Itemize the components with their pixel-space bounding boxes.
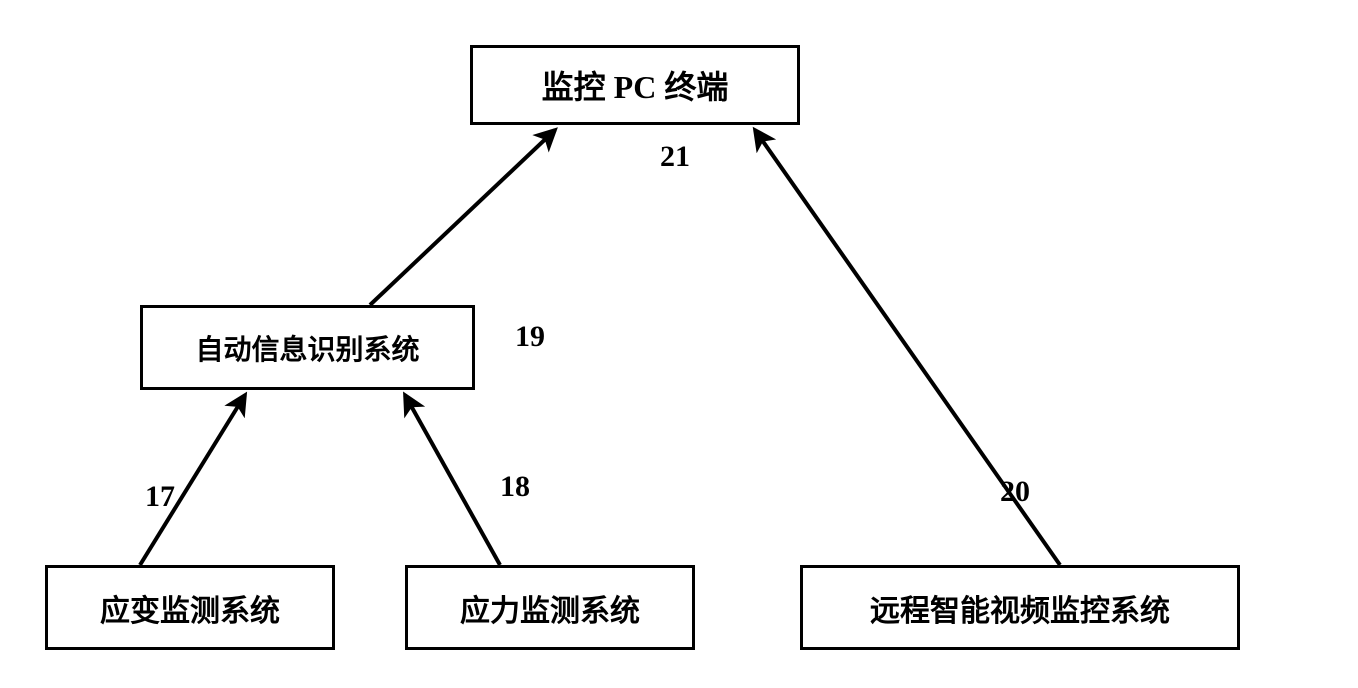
node-label: 应力监测系统 <box>460 586 640 630</box>
node-monitoring-pc-terminal: 监控 PC 终端 <box>470 45 800 125</box>
node-label: 监控 PC 终端 <box>542 62 729 108</box>
node-label: 自动信息识别系统 <box>195 328 419 368</box>
node-label: 应变监测系统 <box>100 586 280 630</box>
node-number-17: 17 <box>145 480 175 514</box>
edge-botmid-to-mid <box>405 395 500 565</box>
node-number-21: 21 <box>660 140 690 174</box>
node-number-20: 20 <box>1000 475 1030 509</box>
node-strain-monitoring-system: 应变监测系统 <box>45 565 335 650</box>
node-remote-video-monitoring-system: 远程智能视频监控系统 <box>800 565 1240 650</box>
node-label: 远程智能视频监控系统 <box>870 586 1170 630</box>
node-number-18: 18 <box>500 470 530 504</box>
node-auto-info-recognition-system: 自动信息识别系统 <box>140 305 475 390</box>
node-stress-monitoring-system: 应力监测系统 <box>405 565 695 650</box>
edge-mid-to-top <box>370 130 555 305</box>
node-number-19: 19 <box>515 320 545 354</box>
